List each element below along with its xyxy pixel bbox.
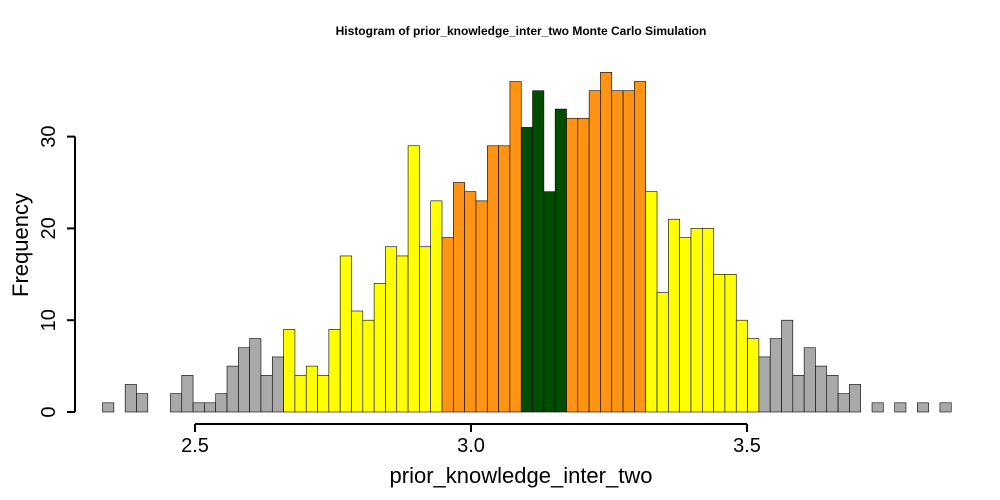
y-tick-label: 20 [38,217,60,239]
histogram-bar [136,393,149,413]
histogram-bar [238,347,250,413]
y-tick-label: 10 [38,309,60,331]
histogram-bar [328,329,341,413]
histogram-bar [339,255,352,413]
histogram-bar [351,310,364,413]
histogram-bar [871,402,884,413]
histogram-bar [724,273,737,413]
histogram-bar [486,145,499,413]
x-ticks-group: 2.5 3.0 3.5 [181,424,761,457]
histogram-bar [441,237,454,413]
histogram-bar [543,191,556,413]
histogram-bar [916,402,929,413]
histogram-bar [464,191,477,413]
histogram-bar [249,338,262,413]
histogram-bar [124,384,137,413]
histogram-bar [226,365,239,413]
histogram-bar [769,338,782,413]
histogram-bar [713,273,726,413]
histogram-bar [803,347,816,413]
histogram-bar [679,237,692,413]
histogram-bar [260,374,273,413]
histogram-bar [566,117,579,413]
histogram-bar [826,374,839,413]
x-axis-title: prior_knowledge_inter_two [390,463,653,488]
histogram-bar [792,374,805,413]
bars-group [102,72,952,413]
y-ticks-group: 0 10 20 30 [38,125,75,418]
histogram-bar [102,402,115,413]
histogram-bar [656,292,669,413]
histogram-bar [430,200,443,413]
histogram-bar [396,255,409,413]
y-axis-title: Frequency [8,193,33,297]
histogram-bar [419,246,432,413]
histogram-bar [690,228,703,413]
histogram-bar [758,356,771,413]
x-tick-label: 3.0 [457,435,485,457]
histogram-bar [600,72,613,413]
histogram-bar [554,108,567,413]
histogram-bar [170,393,183,413]
chart-title: Histogram of prior_knowledge_inter_two M… [336,24,707,38]
x-tick-label: 2.5 [181,435,209,457]
histogram-bar [645,191,658,413]
histogram-bar [362,319,375,413]
histogram-bar [701,228,714,413]
histogram-bar [634,81,647,413]
histogram-bar [294,374,307,413]
histogram-bar [815,365,828,413]
y-tick-label: 0 [38,406,60,417]
y-tick-label: 30 [38,125,60,147]
histogram-bar [747,338,760,413]
histogram-bar [305,365,318,413]
histogram-bar [520,127,533,413]
histogram-bar [939,402,952,413]
histogram-bar [532,90,545,413]
histogram-bar [611,90,624,413]
histogram-bar [271,356,284,413]
histogram-bar [317,374,330,413]
histogram-bar [894,402,907,413]
histogram-bar [498,145,511,413]
histogram-bar [215,393,228,413]
histogram-bar [204,402,217,413]
histogram-bar [735,319,748,413]
histogram-bar [577,117,590,413]
histogram-bar [837,393,850,413]
histogram-bar [181,374,194,413]
x-tick-label: 3.5 [733,435,761,457]
histogram-bar [283,329,296,413]
histogram-bar [849,384,862,413]
histogram-bar [407,145,420,413]
histogram-bar [373,283,386,413]
histogram-bar [622,90,635,413]
histogram-bar [668,218,680,413]
histogram-bar [453,182,465,413]
histogram-bar [475,200,488,413]
histogram-bar [509,81,522,413]
histogram-bar [781,319,794,413]
histogram-bar [192,402,205,413]
histogram-bar [385,246,398,413]
histogram-bar [588,90,601,413]
